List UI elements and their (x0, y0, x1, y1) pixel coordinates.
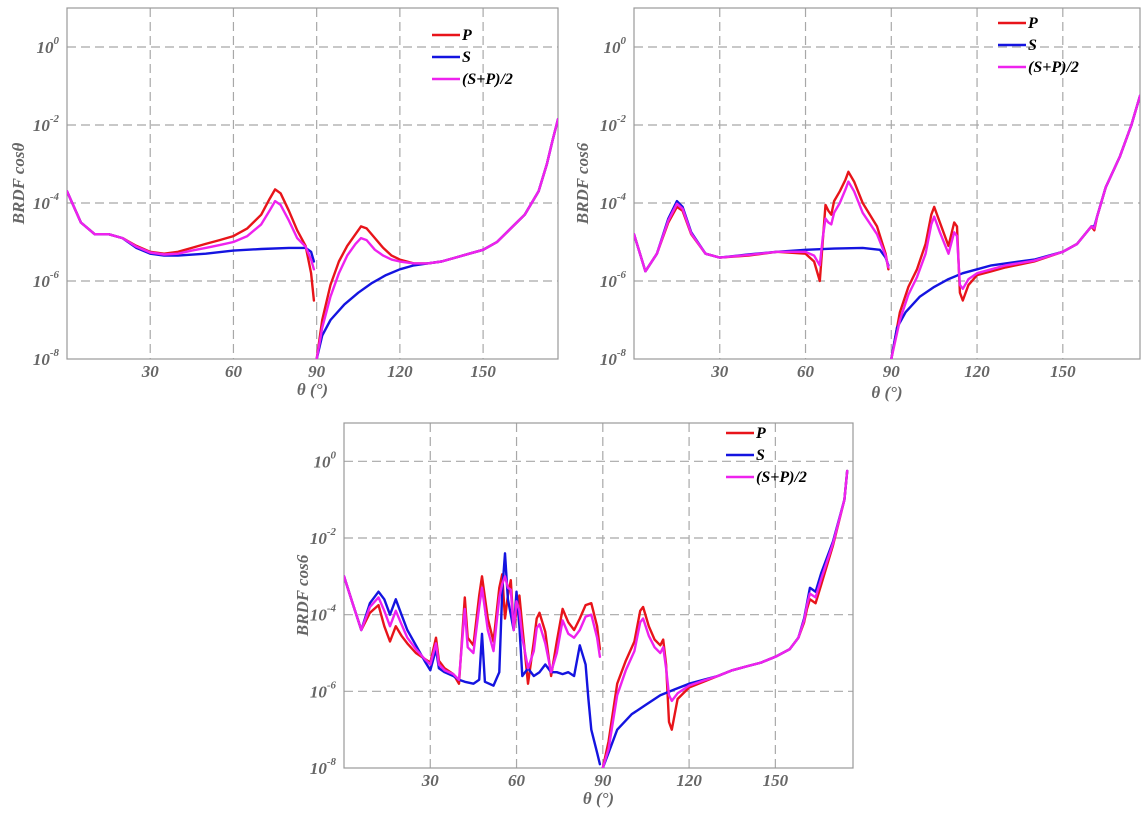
y-tick-label: 100 (604, 35, 627, 57)
y-tick-label: 100 (314, 449, 337, 471)
y-tick-label: 10-6 (600, 269, 627, 291)
y-tick-label: 10-4 (600, 191, 627, 213)
legend-entry: (S+P)/2 (756, 469, 807, 486)
plot-frame (633, 7, 1141, 360)
y-tick-label: 10-6 (310, 679, 337, 701)
y-tick-label: 10-2 (33, 113, 60, 135)
x-axis-title: θ (°) (871, 383, 902, 402)
y-axis-title: BRDF cos6 (573, 142, 592, 225)
plot-frame (343, 422, 854, 769)
series-line-P (67, 188, 316, 302)
series-line-P (601, 469, 849, 768)
y-axis-title: BRDF cosθ (9, 142, 28, 225)
series-line-P (890, 94, 1140, 359)
x-axis-title: θ (°) (297, 380, 328, 399)
x-tick-label: 90 (308, 362, 326, 381)
y-tick-label: 10-4 (33, 191, 60, 213)
plot-frame (66, 7, 559, 360)
series-line-(S+P)/2 (601, 469, 849, 768)
x-tick-label: 150 (1050, 362, 1076, 381)
x-tick-label: 150 (763, 771, 789, 790)
chart-panel-2: 30 60 90 120 150 10-8 10-6 10-4 10-2 100 PS (S+P)/2… (573, 7, 1141, 402)
series-line-(S+P)/2 (634, 180, 890, 273)
legend-entry: (S+P)/2 (462, 71, 513, 88)
x-axis-title: θ (°) (583, 789, 614, 808)
y-tick-label: 10-6 (33, 269, 60, 291)
legend-entry: S (462, 49, 471, 66)
x-tick-label: 90 (883, 362, 901, 381)
series-line-P (315, 118, 558, 359)
y-tick-label: 10-8 (600, 347, 627, 369)
y-axis-title: BRDF cos6 (293, 554, 312, 637)
x-tick-label: 60 (225, 362, 243, 381)
x-tick-label: 120 (964, 362, 990, 381)
series-line-(S+P)/2 (67, 190, 316, 271)
legend-entry: S (1028, 37, 1037, 54)
chart-panel-1: 30 60 90 120 150 10-8 10-6 10-4 10-2 100 PS (S+P)/2… (9, 7, 559, 399)
chart-panel-3: 30 60 90 120 150 10-8 10-6 10-4 10-2 100 PS (S+P)/2… (293, 422, 854, 808)
x-tick-label: 120 (676, 771, 702, 790)
x-tick-label: 120 (387, 362, 413, 381)
y-tick-label: 10-8 (33, 347, 60, 369)
series-line-S (344, 552, 602, 766)
series-line-(S+P)/2 (890, 94, 1140, 359)
x-tick-label: 60 (508, 771, 526, 790)
legend-entry: P (755, 425, 766, 442)
legend-entry: P (1027, 15, 1038, 32)
x-tick-label: 30 (710, 362, 729, 381)
y-tick-label: 100 (37, 35, 60, 57)
series-line-P (634, 170, 890, 283)
legend-entry: P (461, 27, 472, 44)
legend-entry: S (756, 447, 765, 464)
x-tick-label: 30 (141, 362, 160, 381)
x-tick-label: 150 (470, 362, 496, 381)
y-tick-label: 10-2 (600, 113, 627, 135)
legend-entry: (S+P)/2 (1028, 59, 1079, 76)
y-tick-label: 10-4 (310, 603, 337, 625)
series-line-(S+P)/2 (344, 575, 602, 681)
x-tick-label: 30 (421, 771, 440, 790)
x-tick-label: 90 (594, 771, 612, 790)
y-tick-label: 10-8 (310, 756, 337, 778)
y-tick-label: 10-2 (310, 526, 337, 548)
x-tick-label: 60 (797, 362, 815, 381)
series-line-(S+P)/2 (315, 118, 558, 359)
